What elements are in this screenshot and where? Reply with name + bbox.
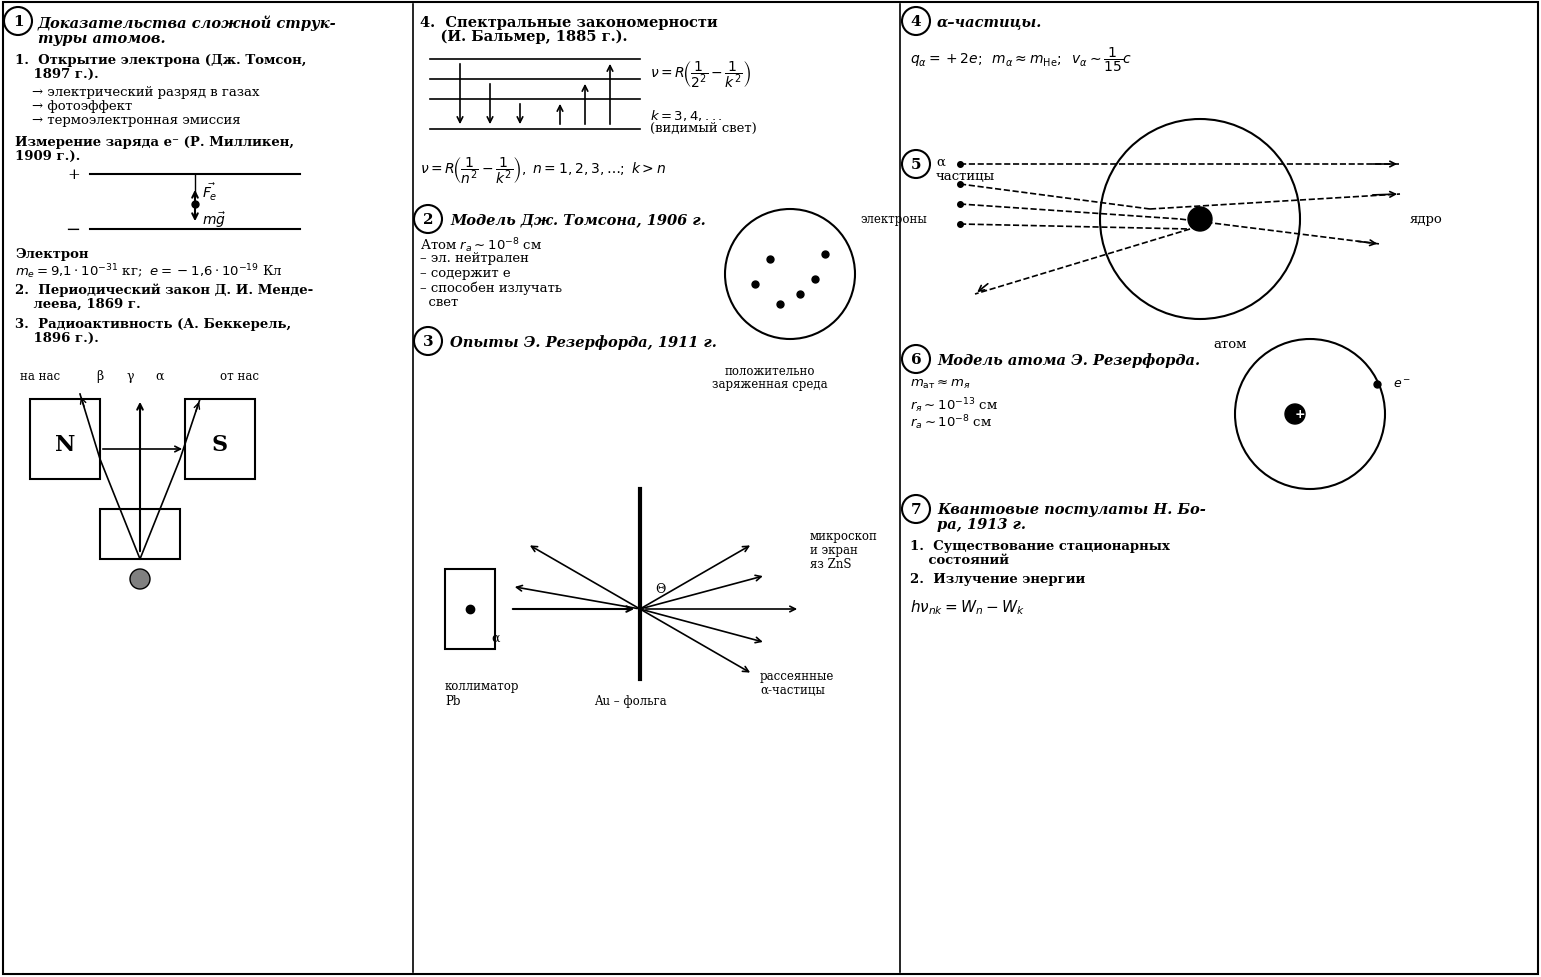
Text: 3: 3 [422,335,433,349]
Text: 7: 7 [911,502,922,517]
Text: α–частицы.: α–частицы. [937,16,1042,30]
Text: – способен излучать: – способен излучать [421,281,562,295]
Text: состояний: состояний [911,553,1009,567]
Text: коллиматор
Pb: коллиматор Pb [445,679,519,707]
Text: рассеянные: рассеянные [760,669,834,682]
Text: 1896 г.).: 1896 г.). [15,331,99,345]
Text: Опыты Э. Резерфорда, 1911 г.: Опыты Э. Резерфорда, 1911 г. [450,335,717,350]
Text: α-частицы: α-частицы [760,683,824,697]
Text: γ: γ [126,369,134,383]
Text: 5: 5 [911,158,922,172]
Text: ра, 1913 г.: ра, 1913 г. [937,518,1026,531]
Text: 4: 4 [911,15,922,29]
Circle shape [1188,208,1213,232]
Text: $r_я \sim 10^{-13}$ см: $r_я \sim 10^{-13}$ см [911,396,999,414]
Text: микроскоп: микроскоп [811,530,878,542]
Text: $m_{\rm ат} \approx m_я$: $m_{\rm ат} \approx m_я$ [911,378,971,391]
Text: Квантовые постулаты Н. Бо-: Квантовые постулаты Н. Бо- [937,502,1207,517]
Text: 1897 г.).: 1897 г.). [15,68,99,81]
Text: Модель Дж. Томсона, 1906 г.: Модель Дж. Томсона, 1906 г. [450,213,706,227]
Text: Электрон: Электрон [15,248,88,261]
Text: $q_\alpha = +2e; \;\; m_\alpha \approx m_{\rm He}; \;\; v_\alpha \sim \dfrac{1}{: $q_\alpha = +2e; \;\; m_\alpha \approx m… [911,46,1133,74]
Text: леева, 1869 г.: леева, 1869 г. [15,298,140,311]
Text: 3.  Радиоактивность (А. Беккерель,: 3. Радиоактивность (А. Беккерель, [15,318,291,330]
Text: +: + [1294,408,1305,421]
Text: $\vec{F_e}$: $\vec{F_e}$ [202,182,217,202]
Text: 2: 2 [422,213,433,227]
Text: β: β [97,369,103,383]
Text: −: − [65,221,80,238]
Text: атом: атом [1213,338,1247,351]
Text: → электрический разряд в газах: → электрический разряд в газах [15,86,259,99]
Text: заряженная среда: заряженная среда [712,378,828,391]
Text: $m_e = 9{,}1\cdot10^{-31}$ кг;  $e = -1{,}6\cdot10^{-19}$ Кл: $m_e = 9{,}1\cdot10^{-31}$ кг; $e = -1{,… [15,262,282,280]
Text: α: α [492,631,499,645]
Text: 1909 г.).: 1909 г.). [15,149,80,163]
Text: свет: свет [421,296,458,309]
Text: на нас: на нас [20,369,60,383]
Text: электроны: электроны [860,213,926,227]
Text: 2.  Периодический закон Д. И. Менде-: 2. Периодический закон Д. И. Менде- [15,283,313,297]
Text: Атом $r_a \sim 10^{-8}$ см: Атом $r_a \sim 10^{-8}$ см [421,235,542,254]
Text: от нас: от нас [220,369,259,383]
Circle shape [1285,404,1305,425]
Text: +: + [68,168,80,182]
FancyBboxPatch shape [185,400,254,480]
Text: $e^-$: $e^-$ [1393,378,1412,391]
Text: $r_a \sim 10^{-8}$ см: $r_a \sim 10^{-8}$ см [911,412,992,431]
Text: 6: 6 [911,353,922,366]
Text: 1: 1 [12,15,23,29]
Text: – содержит e: – содержит e [421,267,510,279]
Text: – эл. нейтрален: – эл. нейтрален [421,252,529,265]
Text: 2.  Излучение энергии: 2. Излучение энергии [911,573,1085,585]
Text: (И. Бальмер, 1885 г.).: (И. Бальмер, 1885 г.). [421,30,627,44]
Text: S: S [213,434,228,455]
Text: 1.  Существование стационарных: 1. Существование стационарных [911,539,1170,552]
Text: Доказательства сложной струк-: Доказательства сложной струк- [39,16,337,31]
Text: положительно: положительно [724,364,815,378]
FancyBboxPatch shape [100,509,180,560]
Text: частицы: частицы [935,170,995,183]
Text: N: N [55,434,76,455]
Text: Измерение заряда e⁻ (Р. Милликен,: Измерение заряда e⁻ (Р. Милликен, [15,136,294,149]
FancyBboxPatch shape [445,570,495,650]
Text: Модель атома Э. Резерфорда.: Модель атома Э. Резерфорда. [937,353,1200,367]
Text: 4.  Спектральные закономерности: 4. Спектральные закономерности [421,16,718,30]
Text: 1.  Открытие электрона (Дж. Томсон,: 1. Открытие электрона (Дж. Томсон, [15,54,307,67]
Text: туры атомов.: туры атомов. [39,32,165,46]
Text: Θ: Θ [655,583,666,596]
Text: α: α [156,369,165,383]
Text: α: α [935,156,945,169]
Text: $\nu = R\!\left(\dfrac{1}{2^2}-\dfrac{1}{k^2}\right)$: $\nu = R\!\left(\dfrac{1}{2^2}-\dfrac{1}… [650,60,750,91]
Text: $m\vec{g}$: $m\vec{g}$ [202,210,227,230]
Text: (видимый свет): (видимый свет) [650,122,757,135]
Text: яз ZnS: яз ZnS [811,558,852,571]
FancyBboxPatch shape [29,400,100,480]
Text: $\nu = R\!\left(\dfrac{1}{n^2}-\dfrac{1}{k^2}\right), \; n = 1, 2, 3, \ldots; \;: $\nu = R\!\left(\dfrac{1}{n^2}-\dfrac{1}… [421,154,666,186]
Text: → термоэлектронная эмиссия: → термоэлектронная эмиссия [15,114,240,127]
Text: → фотоэффект: → фотоэффект [15,100,133,113]
Text: ядро: ядро [1410,213,1442,227]
Text: $h\nu_{nk} = W_n - W_k$: $h\nu_{nk} = W_n - W_k$ [911,597,1025,616]
Text: Au – фольга: Au – фольга [593,695,666,707]
Circle shape [129,570,149,589]
Text: $k = 3, 4, ...$: $k = 3, 4, ...$ [650,107,723,123]
Text: и экран: и экран [811,543,858,557]
